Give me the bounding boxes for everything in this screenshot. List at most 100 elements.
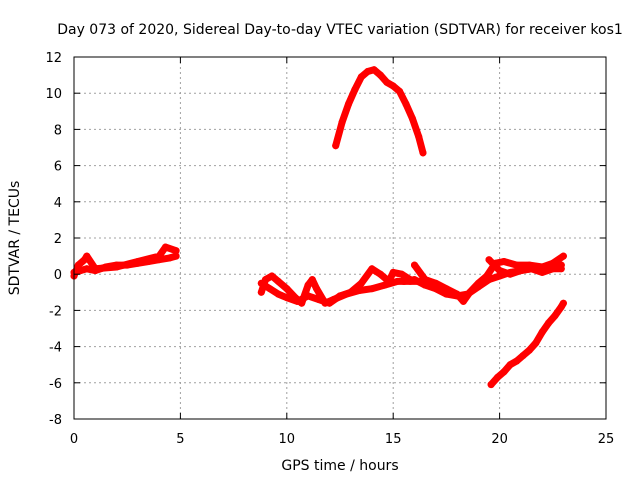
chart-title: Day 073 of 2020, Sidereal Day-to-day VTE… xyxy=(57,22,623,38)
data-point xyxy=(500,368,508,376)
series-arc-5 xyxy=(332,66,427,157)
data-point xyxy=(368,265,376,273)
data-point xyxy=(83,252,91,260)
data-point xyxy=(408,115,416,122)
data-point xyxy=(308,276,316,284)
data-point xyxy=(517,267,525,275)
y-tick-label: 4 xyxy=(54,196,62,211)
data-point xyxy=(538,268,546,276)
data-point xyxy=(398,270,406,278)
data-point xyxy=(557,265,565,273)
x-tick-label: 15 xyxy=(385,432,402,447)
y-tick-label: 10 xyxy=(45,87,62,102)
data-point xyxy=(266,285,274,293)
x-tick-label: 10 xyxy=(279,432,296,447)
data-point xyxy=(389,82,397,90)
series-arc-7 xyxy=(411,252,567,305)
data-point xyxy=(485,256,493,264)
x-tick-label: 5 xyxy=(176,432,184,447)
data-point xyxy=(453,290,461,298)
data-point xyxy=(383,78,391,86)
data-point xyxy=(166,254,174,262)
data-point xyxy=(532,339,540,347)
data-point xyxy=(304,292,312,300)
y-tick-label: -6 xyxy=(49,377,62,392)
data-point xyxy=(389,268,397,276)
data-point xyxy=(559,299,567,307)
data-point xyxy=(513,261,521,269)
data-point xyxy=(525,346,533,354)
x-tick-label: 0 xyxy=(70,432,78,447)
data-point xyxy=(419,149,427,157)
y-tick-label: -8 xyxy=(49,413,62,428)
data-point xyxy=(283,294,291,302)
y-tick-label: -2 xyxy=(49,304,62,319)
y-tick-label: -4 xyxy=(49,341,62,356)
data-point xyxy=(432,279,440,287)
data-point xyxy=(357,73,365,81)
data-point xyxy=(496,267,504,275)
data-point xyxy=(304,281,312,289)
y-axis-label: SDTVAR / TECUs xyxy=(7,181,23,296)
y-tick-label: 6 xyxy=(54,160,62,175)
data-point xyxy=(415,133,423,141)
data-point xyxy=(506,270,514,278)
data-point xyxy=(411,276,418,284)
y-tick-label: 8 xyxy=(54,123,62,138)
data-point xyxy=(257,279,265,287)
data-point xyxy=(155,252,163,260)
data-point xyxy=(274,277,282,285)
data-point xyxy=(402,100,410,108)
grid-lines xyxy=(74,57,606,419)
data-point xyxy=(364,68,372,75)
y-tick-label: 12 xyxy=(45,51,62,66)
data-point xyxy=(313,285,321,293)
data-point xyxy=(421,276,429,284)
data-point xyxy=(368,285,376,293)
data-point xyxy=(385,277,393,285)
series-arc-4 xyxy=(257,265,414,307)
x-tick-label: 20 xyxy=(491,432,508,447)
data-point xyxy=(315,296,323,303)
data-point xyxy=(357,279,365,287)
data-point xyxy=(538,328,546,336)
data-point xyxy=(325,299,333,307)
data-point xyxy=(494,373,501,381)
data-point xyxy=(442,285,450,293)
data-point xyxy=(551,312,559,320)
axis-ticks: 0 5 10 15 20 25 -8 -6 -4 -2 0 2 4 6 8 10 12 xyxy=(45,51,614,447)
data-point xyxy=(549,265,557,273)
series-line-arc-5 xyxy=(332,66,427,157)
data-point xyxy=(134,258,142,265)
data-point xyxy=(113,263,121,271)
data-point xyxy=(528,265,535,273)
data-point xyxy=(411,261,418,269)
data-point xyxy=(283,285,291,293)
data-point xyxy=(545,319,552,327)
data-point xyxy=(466,288,474,296)
data-point xyxy=(162,243,169,251)
data-point xyxy=(172,247,180,255)
data-point xyxy=(500,258,508,265)
data-point xyxy=(396,87,404,95)
series-arc-2 xyxy=(70,243,180,280)
data-point xyxy=(332,142,340,150)
data-point xyxy=(338,118,346,126)
data-point xyxy=(506,361,514,369)
data-point xyxy=(83,265,91,273)
data-point xyxy=(370,66,378,74)
data-point xyxy=(400,277,408,285)
data-point xyxy=(394,277,401,285)
data-point xyxy=(74,261,82,269)
data-point xyxy=(91,265,99,273)
data-point xyxy=(376,270,384,278)
data-series-layer xyxy=(70,66,567,389)
y-tick-label: 0 xyxy=(54,268,62,283)
data-point xyxy=(274,290,282,298)
x-axis-label: GPS time / hours xyxy=(281,458,398,474)
data-point xyxy=(293,297,301,305)
series-line-arc-7 xyxy=(411,252,567,305)
data-point xyxy=(559,252,567,260)
data-point xyxy=(347,288,355,296)
data-point xyxy=(172,252,180,260)
